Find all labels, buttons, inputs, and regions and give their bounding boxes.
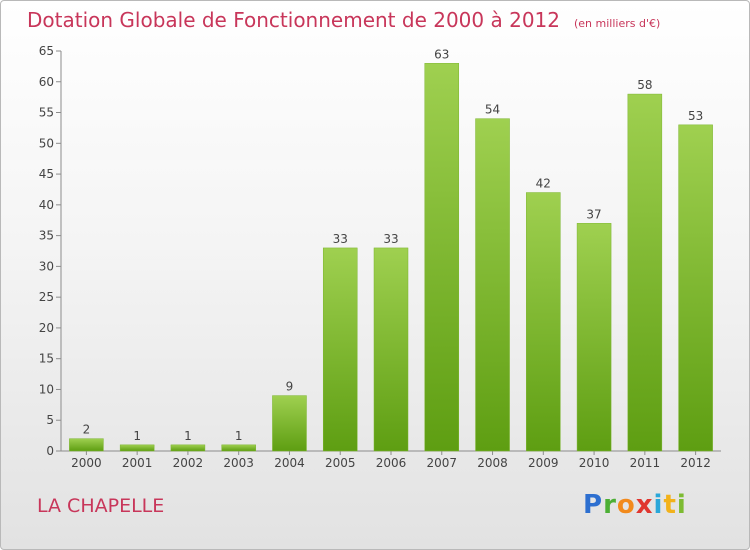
logo-letter: i	[653, 490, 664, 520]
y-tick-label: 65	[39, 44, 54, 58]
bar	[475, 118, 510, 452]
logo-letter: i	[676, 490, 687, 520]
x-tick-label: 2010	[579, 456, 610, 470]
logo-letter: r	[603, 490, 617, 520]
x-tick-label: 2008	[477, 456, 508, 470]
data-label: 42	[536, 177, 551, 191]
chart-subtitle: (en milliers d'€)	[574, 17, 661, 30]
data-label: 37	[586, 207, 601, 221]
bar	[272, 395, 307, 452]
x-tick-label: 2006	[376, 456, 407, 470]
x-tick-label: 2001	[122, 456, 153, 470]
y-tick-label: 55	[39, 106, 54, 120]
x-tick-label: 2009	[528, 456, 559, 470]
x-tick-label: 2011	[630, 456, 661, 470]
y-tick-label: 30	[39, 259, 54, 273]
data-label: 9	[286, 380, 294, 394]
bar	[119, 444, 155, 452]
data-label: 1	[133, 429, 141, 443]
bar	[373, 247, 409, 452]
data-label: 33	[333, 232, 348, 246]
y-tick-label: 60	[39, 75, 54, 89]
y-tick-label: 50	[39, 136, 54, 150]
y-tick-label: 45	[39, 167, 54, 181]
y-tick-label: 40	[39, 198, 54, 212]
bar	[576, 223, 612, 452]
commune-name: LA CHAPELLE	[37, 495, 165, 517]
logo-letter: o	[616, 490, 636, 520]
y-tick-label: 25	[39, 290, 54, 304]
bar	[678, 124, 713, 452]
bar	[526, 192, 561, 452]
logo-letter: x	[635, 490, 654, 520]
logo-letter: t	[663, 490, 677, 520]
data-label: 1	[184, 429, 192, 443]
data-label: 54	[485, 103, 500, 117]
bar	[424, 63, 460, 452]
data-label: 33	[383, 232, 398, 246]
bar	[322, 247, 358, 452]
data-label: 1	[235, 429, 243, 443]
x-tick-label: 2003	[223, 456, 254, 470]
y-tick-label: 10	[39, 382, 54, 396]
y-tick-label: 5	[46, 413, 54, 427]
x-tick-label: 2002	[173, 456, 204, 470]
x-tick-label: 2012	[680, 456, 711, 470]
data-label: 53	[688, 109, 703, 123]
logo-letter: P	[583, 490, 604, 520]
bar	[221, 444, 256, 452]
chart-title: Dotation Globale de Fonctionnement de 20…	[27, 8, 660, 32]
x-tick-label: 2000	[71, 456, 102, 470]
data-label: 58	[637, 78, 652, 92]
title-text: Dotation Globale de Fonctionnement de 20…	[27, 8, 560, 32]
x-tick-label: 2007	[426, 456, 457, 470]
data-label: 63	[434, 47, 449, 61]
y-tick-label: 20	[39, 321, 54, 335]
x-tick-label: 2005	[325, 456, 356, 470]
data-label: 2	[83, 423, 91, 437]
y-tick-label: 0	[46, 444, 54, 458]
bar	[69, 438, 104, 452]
x-tick-label: 2004	[274, 456, 305, 470]
y-tick-label: 15	[39, 352, 54, 366]
y-tick-label: 35	[39, 229, 54, 243]
proxiti-logo: Proxiti	[583, 490, 687, 520]
bar	[627, 93, 663, 452]
bar	[170, 444, 206, 452]
